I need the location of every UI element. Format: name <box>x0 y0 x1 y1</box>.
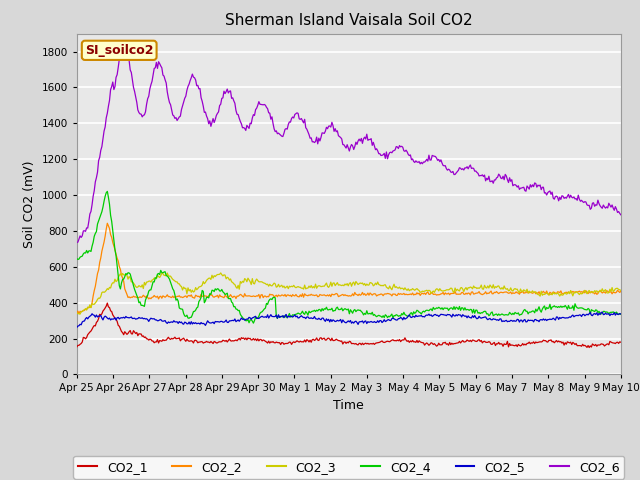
X-axis label: Time: Time <box>333 399 364 412</box>
Title: Sherman Island Vaisala Soil CO2: Sherman Island Vaisala Soil CO2 <box>225 13 472 28</box>
Y-axis label: Soil CO2 (mV): Soil CO2 (mV) <box>23 160 36 248</box>
Legend: CO2_1, CO2_2, CO2_3, CO2_4, CO2_5, CO2_6: CO2_1, CO2_2, CO2_3, CO2_4, CO2_5, CO2_6 <box>73 456 625 479</box>
Text: SI_soilco2: SI_soilco2 <box>85 44 154 57</box>
